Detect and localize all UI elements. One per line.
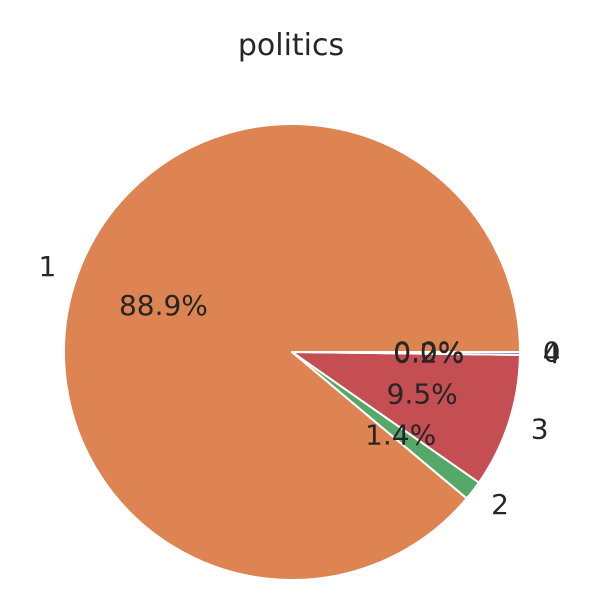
- pie-percent-labels: 0.0% 88.9% 1.4% 9.5% 0.2%: [119, 289, 464, 452]
- slice-percent-2: 1.4%: [365, 419, 436, 452]
- pie-slices: [63, 123, 521, 581]
- slice-percent-3: 9.5%: [387, 377, 458, 410]
- slice-label-2: 2: [491, 488, 509, 521]
- slice-label-4: 4: [543, 337, 561, 370]
- slice-label-0: 0: [543, 336, 561, 369]
- slice-label-3: 3: [531, 412, 549, 445]
- slice-percent-1: 88.9%: [119, 289, 208, 322]
- slice-label-1: 1: [38, 250, 56, 283]
- pie-slice-1: [63, 123, 521, 581]
- chart-title: politics: [238, 28, 344, 63]
- pie-slice-4: [291, 351, 521, 356]
- pie-slice-3: [291, 351, 521, 484]
- pie-labels: 0 1 2 3 4: [38, 250, 560, 521]
- slice-percent-0: 0.0%: [393, 336, 464, 369]
- slice-percent-4: 0.2%: [393, 336, 464, 369]
